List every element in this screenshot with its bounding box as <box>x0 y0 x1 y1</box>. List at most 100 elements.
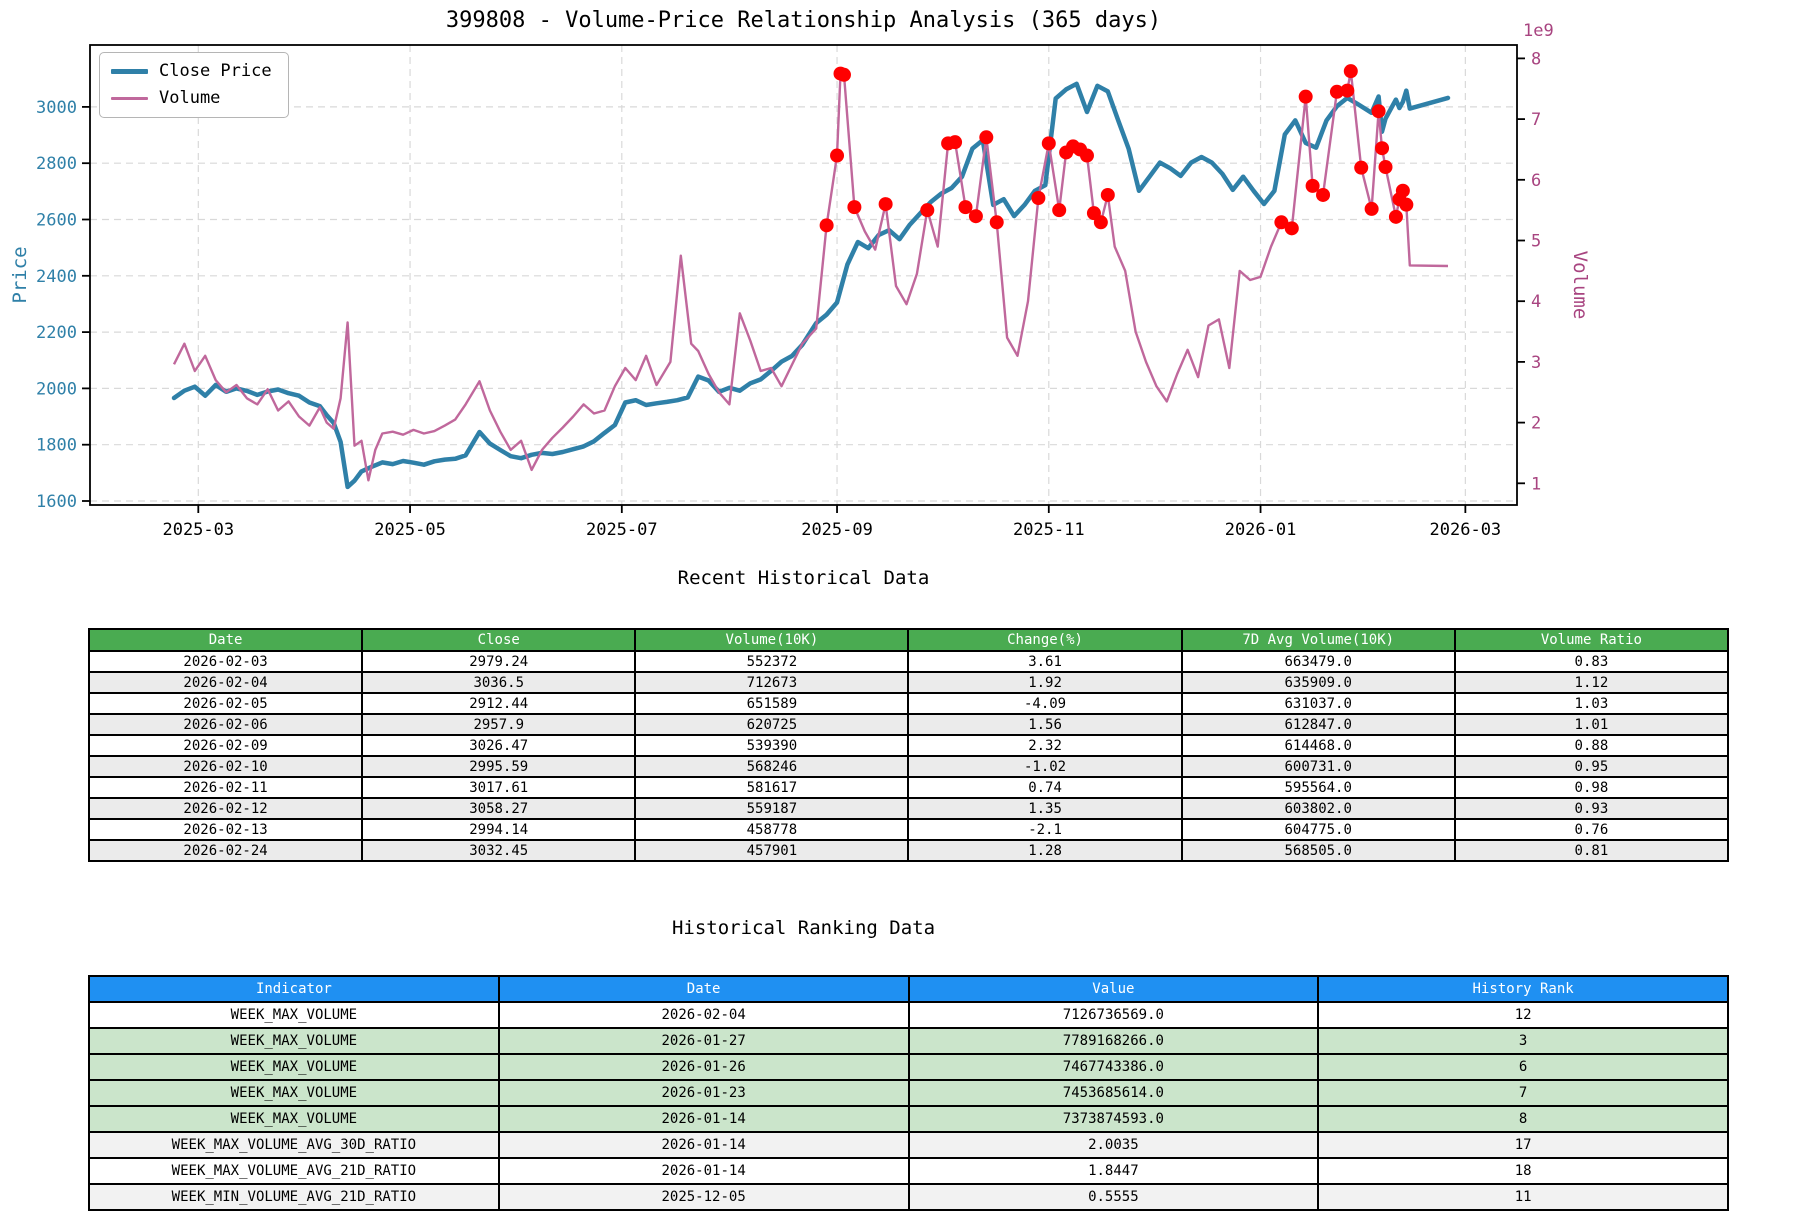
recent-table-cell: 2026-02-04 <box>87 671 364 694</box>
recent-table-cell: 539390 <box>634 734 910 757</box>
recent-table-cell: 559187 <box>634 797 910 820</box>
ranking-table-cell: WEEK_MAX_VOLUME_AVG_30D_RATIO <box>88 1131 500 1159</box>
recent-table-row: 2026-02-11 3017.61 581617 0.74 595564.0 0.98 <box>87 776 1730 799</box>
recent-table-header: Volume Ratio <box>1453 628 1730 652</box>
recent-table-row: 2026-02-04 3036.5 712673 1.92 635909.0 1.12 <box>87 671 1730 694</box>
legend-item-close-price: Close Price <box>111 62 272 81</box>
close-price-line-swatch <box>111 69 148 74</box>
x-tick-label: 2025-05 <box>374 520 446 540</box>
recent-table-cell: -4.09 <box>907 692 1183 715</box>
recent-table-cell: 2979.24 <box>361 650 637 673</box>
high-volume-marker <box>1388 209 1403 224</box>
high-volume-marker <box>989 215 1004 230</box>
volume-tick-label: 7 <box>1531 110 1541 130</box>
chart-title: 399808 - Volume-Price Relationship Analy… <box>445 8 1162 33</box>
high-volume-marker <box>1395 183 1410 198</box>
price-tick-label: 2800 <box>36 154 77 174</box>
recent-table-row: 2026-02-05 2912.44 651589 -4.09 631037.0 1.03 <box>87 692 1730 715</box>
recent-table-cell: 1.56 <box>907 713 1183 736</box>
price-volume-chart: 1600 1800 2000 2200 2400 2600 2800 3000 1 2 3 4 5 6 7 8… <box>9 21 1591 540</box>
recent-table-cell: 0.81 <box>1453 839 1730 862</box>
high-volume-marker <box>1079 148 1094 163</box>
recent-table-cell: 600731.0 <box>1180 755 1456 778</box>
ranking-table-cell: 2026-01-23 <box>497 1079 910 1107</box>
price-tick-label: 2200 <box>36 323 77 343</box>
ranking-table-cell: 2026-01-26 <box>497 1053 910 1081</box>
ranking-table-cell: 2026-01-14 <box>497 1105 910 1133</box>
recent-table-cell: 457901 <box>634 839 910 862</box>
recent-table-cell: 620725 <box>634 713 910 736</box>
x-tick-label: 2026-01 <box>1225 520 1297 540</box>
ranking-table-row: WEEK_MAX_VOLUME 2026-01-26 7467743386.0 6 <box>88 1053 1729 1081</box>
recent-table-cell: 0.76 <box>1453 818 1730 841</box>
volume-tick-label: 4 <box>1531 292 1541 312</box>
recent-table-cell: 2994.14 <box>361 818 637 841</box>
ranking-table-header: History Rank <box>1317 975 1729 1003</box>
recent-table-cell: 1.03 <box>1453 692 1730 715</box>
chart-legend: Close Price Volume <box>99 52 289 118</box>
ranking-table-cell: 7 <box>1317 1079 1729 1107</box>
high-volume-marker <box>1041 136 1056 151</box>
ranking-table-row: WEEK_MAX_VOLUME 2026-01-14 7373874593.0 8 <box>88 1105 1729 1133</box>
volume-tick-label: 2 <box>1531 414 1541 434</box>
ranking-table-cell: 7467743386.0 <box>907 1053 1320 1081</box>
recent-table-cell: 2026-02-24 <box>87 839 364 862</box>
recent-table-cell: 2995.59 <box>361 755 637 778</box>
recent-table-cell: 0.95 <box>1453 755 1730 778</box>
recent-table-row: 2026-02-24 3032.45 457901 1.28 568505.0 0.81 <box>87 839 1730 862</box>
price-tick-label: 1600 <box>36 492 77 512</box>
volume-tick-label: 6 <box>1531 171 1541 191</box>
recent-table-cell: 1.35 <box>907 797 1183 820</box>
x-tick-label: 2025-07 <box>586 520 658 540</box>
legend-item-volume: Volume <box>111 89 272 108</box>
ranking-table-row: WEEK_MAX_VOLUME 2026-01-23 7453685614.0 7 <box>88 1079 1729 1107</box>
recent-table-row: 2026-02-06 2957.9 620725 1.56 612847.0 1.01 <box>87 713 1730 736</box>
ranking-table-cell: 18 <box>1317 1157 1729 1185</box>
ranking-table-cell: WEEK_MAX_VOLUME_AVG_21D_RATIO <box>88 1157 500 1185</box>
high-volume-marker <box>836 67 851 82</box>
volume-axis-label: Volume <box>1569 251 1591 320</box>
recent-table-cell: 2026-02-13 <box>87 818 364 841</box>
recent-table-cell: 0.93 <box>1453 797 1730 820</box>
recent-table-row: 2026-02-09 3026.47 539390 2.32 614468.0 0.88 <box>87 734 1730 757</box>
recent-table-cell: 2026-02-05 <box>87 692 364 715</box>
recent-table-cell: 1.92 <box>907 671 1183 694</box>
volume-tick-label: 1 <box>1531 474 1541 494</box>
ranking-table-cell: 11 <box>1317 1183 1729 1211</box>
recent-table-header: Volume(10K) <box>634 628 910 652</box>
recent-table-cell: 2026-02-12 <box>87 797 364 820</box>
recent-table-cell: 603802.0 <box>1180 797 1456 820</box>
legend-label-close-price: Close Price <box>159 61 272 81</box>
price-axis-label: Price <box>9 246 31 303</box>
recent-table-cell: 0.98 <box>1453 776 1730 799</box>
ranking-table-cell: 6 <box>1317 1053 1729 1081</box>
ranking-table-row: WEEK_MAX_VOLUME 2026-01-27 7789168266.0 3 <box>88 1027 1729 1055</box>
high-volume-marker <box>819 218 834 233</box>
ranking-table-header: Value <box>907 975 1320 1003</box>
recent-table-cell: 631037.0 <box>1180 692 1456 715</box>
x-tick-label: 2026-03 <box>1430 520 1502 540</box>
high-volume-marker <box>1371 104 1386 119</box>
recent-table-cell: 2026-02-06 <box>87 713 364 736</box>
ranking-table-cell: 2.0035 <box>907 1131 1320 1159</box>
ranking-table-title: Historical Ranking Data <box>671 917 936 939</box>
high-volume-marker <box>1052 203 1067 218</box>
high-volume-marker <box>958 200 973 215</box>
volume-line-swatch <box>111 97 148 100</box>
ranking-table-cell: 2025-12-05 <box>497 1183 910 1211</box>
recent-table-row: 2026-02-03 2979.24 552372 3.61 663479.0 0.83 <box>87 650 1730 673</box>
ranking-table-cell: WEEK_MAX_VOLUME <box>88 1027 500 1055</box>
high-volume-marker <box>830 148 845 163</box>
ranking-table-cell: 7126736569.0 <box>907 1001 1320 1029</box>
high-volume-marker <box>1343 64 1358 79</box>
recent-table-row: 2026-02-12 3058.27 559187 1.35 603802.0 0.93 <box>87 797 1730 820</box>
volume-tick-label: 8 <box>1531 49 1541 69</box>
recent-historical-table: Date Close Volume(10K) Change(%) 7D Avg Volu… <box>87 628 1730 862</box>
recent-table-cell: 0.83 <box>1453 650 1730 673</box>
high-volume-marker <box>948 135 963 150</box>
recent-table-cell: 458778 <box>634 818 910 841</box>
ranking-table-row: WEEK_MAX_VOLUME_AVG_21D_RATIO 2026-01-14 1… <box>88 1157 1729 1185</box>
price-tick-label: 2600 <box>36 211 77 231</box>
x-tick-label: 2025-03 <box>162 520 234 540</box>
ranking-table-row: WEEK_MIN_VOLUME_AVG_21D_RATIO 2025-12-05 0… <box>88 1183 1729 1211</box>
